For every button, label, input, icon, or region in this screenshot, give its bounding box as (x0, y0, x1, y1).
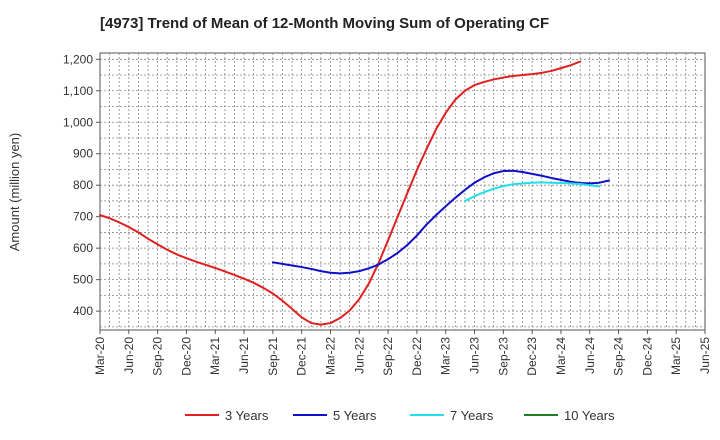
series-line-5-years (271, 169, 610, 275)
x-tick-label: Sep-22 (381, 337, 395, 376)
x-tick-label: Dec-22 (410, 337, 424, 376)
y-tick-label: 600 (73, 241, 93, 255)
x-tick-label: Sep-24 (612, 337, 626, 376)
y-tick-label: 500 (73, 273, 93, 287)
legend-label-5-years: 5 Years (333, 408, 377, 423)
x-tick-label: Mar-25 (669, 337, 683, 375)
series-line-7-years (463, 181, 601, 202)
x-tick-label: Sep-21 (266, 337, 280, 376)
y-axis: 400 500 600 700 800 900 1,000 1,100 1,200 (63, 52, 100, 318)
x-tick-label: Dec-24 (640, 337, 654, 376)
x-axis: Mar-20 Jun-20 Sep-20 Dec-20 Mar-21 Jun-21 Sep-… (93, 330, 712, 376)
y-tick-label: 900 (73, 147, 93, 161)
y-tick-label: 1,000 (63, 115, 93, 129)
x-tick-label: Dec-21 (295, 337, 309, 376)
legend-label-7-years: 7 Years (450, 408, 494, 423)
x-tick-label: Sep-20 (151, 337, 165, 376)
x-tick-label: Mar-21 (208, 337, 222, 375)
legend-label-10-years: 10 Years (564, 408, 615, 423)
plot-area (99, 52, 706, 331)
y-tick-label: 400 (73, 304, 93, 318)
x-tick-label: Mar-23 (439, 337, 453, 375)
x-tick-label: Jun-20 (122, 337, 136, 374)
y-tick-label: 700 (73, 210, 93, 224)
x-tick-label: Jun-25 (698, 337, 712, 374)
x-tick-label: Dec-23 (525, 337, 539, 376)
legend-label-3-years: 3 Years (225, 408, 269, 423)
x-tick-label: Jun-21 (237, 337, 251, 374)
x-tick-label: Mar-20 (93, 337, 107, 375)
y-tick-label: 800 (73, 178, 93, 192)
series-group (99, 60, 610, 326)
y-tick-label: 1,200 (63, 52, 93, 66)
x-tick-label: Jun-22 (352, 337, 366, 374)
x-tick-label: Mar-24 (554, 337, 568, 375)
plot-frame (99, 52, 706, 331)
x-tick-label: Sep-23 (496, 337, 510, 376)
legend: 3 Years 5 Years 7 Years 10 Years (185, 408, 615, 423)
series-line-3-years (99, 60, 582, 326)
x-tick-label: Jun-23 (468, 337, 482, 374)
chart-title: [4973] Trend of Mean of 12-Month Moving … (100, 15, 549, 32)
y-tick-label: 1,100 (63, 84, 93, 98)
x-tick-label: Dec-20 (179, 337, 193, 376)
x-tick-label: Mar-22 (323, 337, 337, 375)
y-axis-label: Amount (million yen) (7, 133, 22, 252)
x-tick-label: Jun-24 (583, 337, 597, 374)
